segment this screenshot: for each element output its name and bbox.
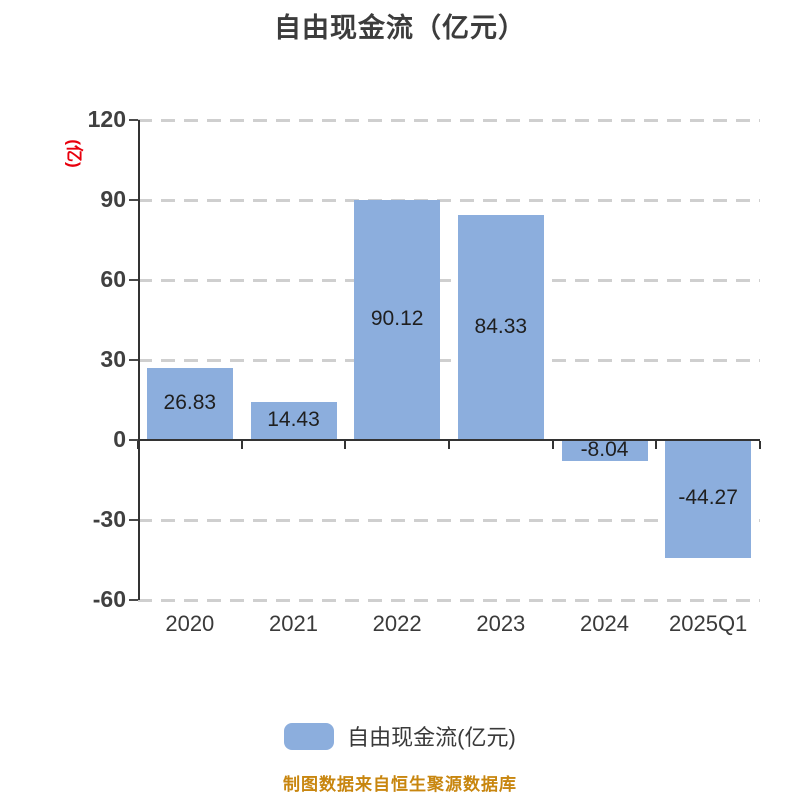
x-tick-label-2022: 2022 [372, 611, 422, 636]
gridline-60 [138, 278, 760, 282]
source-caption: 制图数据来自恒生聚源数据库 [283, 775, 517, 794]
x-axis-tick-3 [448, 441, 450, 449]
bar-value-label-2024: -8.04 [580, 437, 629, 461]
y-axis-tick-60 [129, 279, 138, 281]
bar-value-label-2021: 14.43 [267, 407, 320, 431]
x-axis-tick-5 [655, 441, 658, 449]
x-tick-label-2020: 2020 [165, 611, 215, 636]
x-axis-tick-6 [759, 441, 761, 449]
y-tick-label-90: 90 [100, 186, 126, 212]
legend-label: 自由现金流(亿元) [347, 725, 516, 750]
x-tick-label-2024: 2024 [580, 611, 629, 636]
y-axis-tick-120 [129, 119, 138, 121]
bar-2022 [354, 199, 441, 440]
bar-value-label-2025Q1: -44.27 [678, 486, 738, 510]
y-axis-tick--30 [129, 519, 138, 521]
bar-2020 [146, 368, 233, 440]
bar-value-label-2022: 90.12 [370, 306, 424, 330]
x-axis-tick-2 [344, 441, 347, 449]
legend: 自由现金流(亿元) [0, 720, 800, 752]
bar-2023 [457, 215, 544, 440]
y-tick-label-120: 120 [87, 106, 126, 132]
gridline-30 [138, 358, 760, 362]
chart-title: 自由现金流（亿元） [274, 13, 526, 43]
y-tick-label-30: 30 [100, 346, 126, 372]
gridline-90 [138, 198, 760, 202]
y-axis-tick-0 [129, 439, 138, 441]
y-tick-label--60: -60 [92, 586, 126, 612]
y-axis-tick-30 [129, 359, 138, 361]
gridline-120 [138, 118, 760, 122]
x-axis-tick-4 [551, 441, 554, 449]
gridline--30 [138, 518, 760, 522]
y-axis-tick--60 [129, 599, 138, 601]
x-tick-label-2025Q1: 2025Q1 [669, 611, 748, 636]
bar-value-label-2023: 84.33 [474, 314, 528, 338]
x-tick-label-2021: 2021 [269, 611, 318, 636]
y-axis-line [138, 120, 140, 600]
x-axis-zero-line [138, 439, 760, 441]
x-tick-label-2023: 2023 [476, 611, 526, 636]
y-tick-label--30: -30 [92, 506, 126, 532]
y-tick-label-0: 0 [113, 426, 126, 452]
y-tick-label-60: 60 [100, 266, 126, 292]
legend-swatch [284, 722, 335, 750]
bar-2025Q1 [665, 440, 752, 559]
y-axis-tick-90 [129, 199, 138, 201]
bar-2021 [250, 401, 337, 440]
x-axis-tick-0 [137, 441, 139, 449]
bar-2024 [561, 440, 648, 462]
bar-value-label-2020: 26.83 [163, 391, 217, 415]
x-axis-tick-1 [240, 441, 243, 449]
gridline--60 [138, 598, 760, 602]
plot-area: 120 90 60 30 0 -30 -60 26.83 2020 14.43 2021 90.12 2… [87, 106, 761, 636]
